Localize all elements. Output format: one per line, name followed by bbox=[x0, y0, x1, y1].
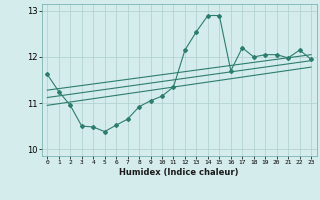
X-axis label: Humidex (Indice chaleur): Humidex (Indice chaleur) bbox=[119, 168, 239, 177]
